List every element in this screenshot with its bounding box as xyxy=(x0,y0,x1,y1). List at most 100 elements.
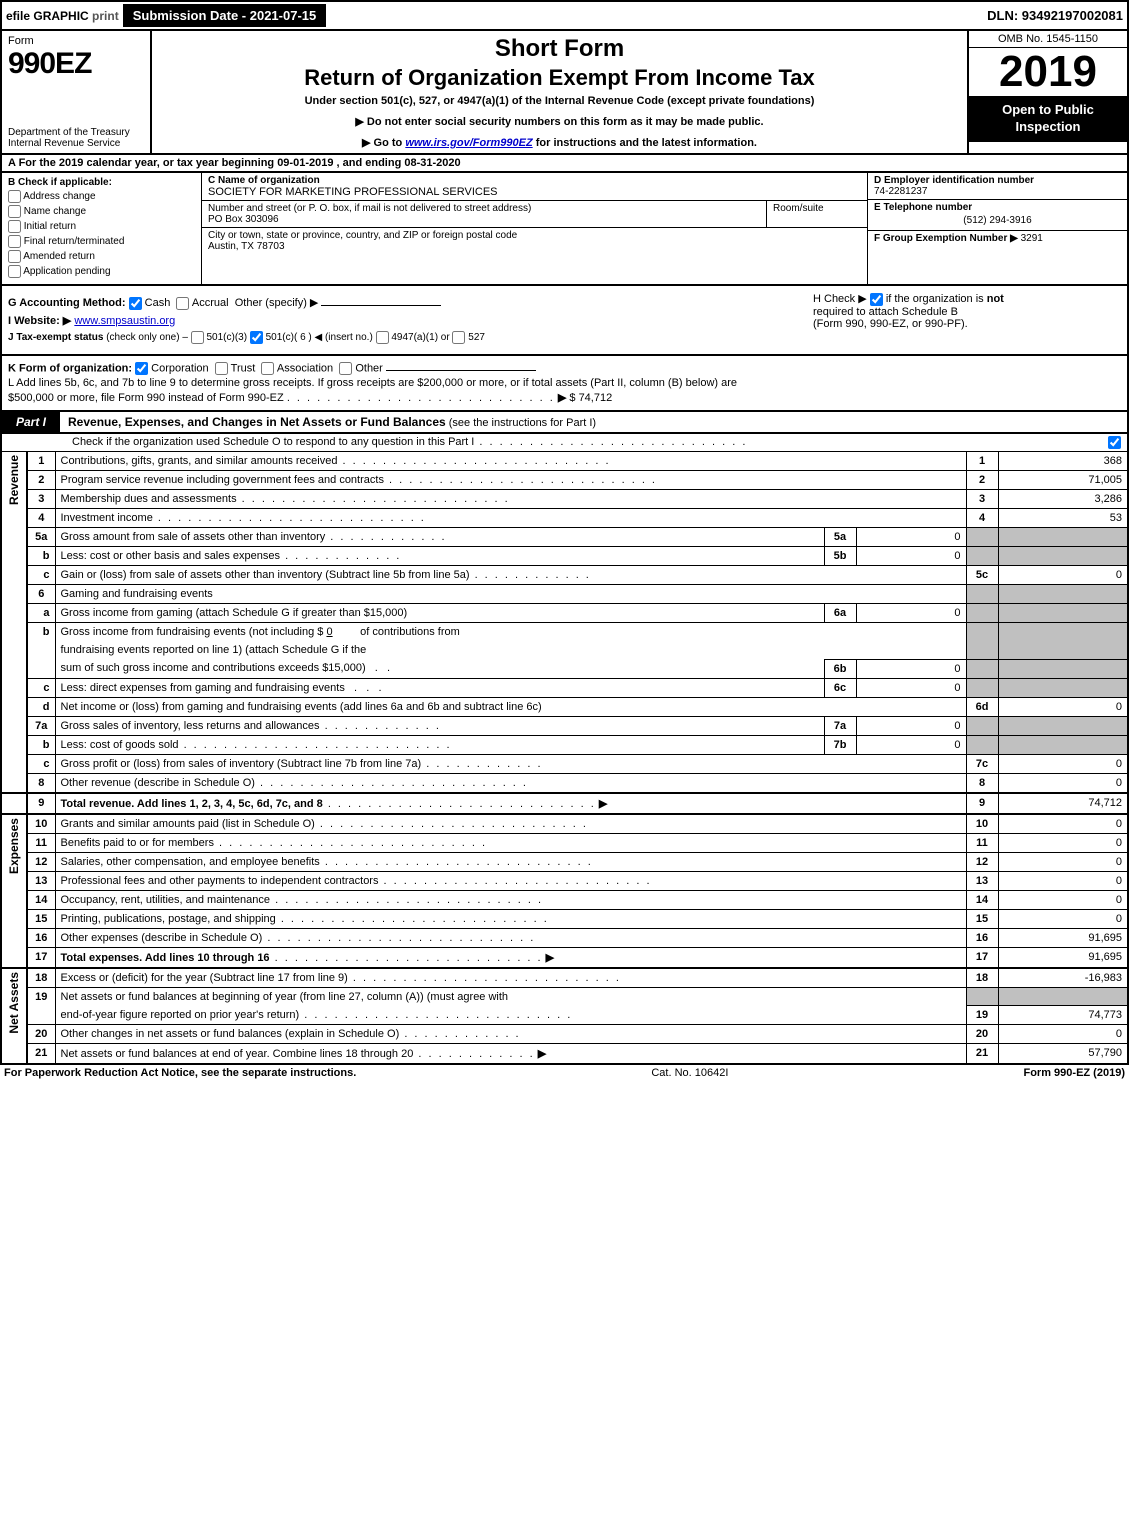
val-9: 74,712 xyxy=(998,793,1128,814)
row-1: Revenue 1 Contributions, gifts, grants, … xyxy=(1,451,1128,470)
g-line: G Accounting Method: Cash Accrual Other … xyxy=(8,296,801,310)
under-section: Under section 501(c), 527, or 4947(a)(1)… xyxy=(162,95,957,107)
row-2: 2 Program service revenue including gove… xyxy=(1,470,1128,489)
val-2: 71,005 xyxy=(998,470,1128,489)
street-label: Number and street (or P. O. box, if mail… xyxy=(208,203,760,214)
val-17: 91,695 xyxy=(998,947,1128,968)
row-16: 16 Other expenses (describe in Schedule … xyxy=(1,928,1128,947)
org-name: SOCIETY FOR MARKETING PROFESSIONAL SERVI… xyxy=(208,186,861,198)
cb-trust[interactable] xyxy=(215,362,228,375)
row-21: 21 Net assets or fund balances at end of… xyxy=(1,1044,1128,1065)
gross-receipts-value: $ 74,712 xyxy=(569,392,612,404)
cb-association[interactable] xyxy=(261,362,274,375)
c-street-block: Number and street (or P. O. box, if mail… xyxy=(202,201,767,227)
cb-h-check[interactable] xyxy=(870,293,883,306)
cb-4947a1[interactable] xyxy=(376,331,389,344)
row-13: 13 Professional fees and other payments … xyxy=(1,871,1128,890)
top-bar: efile GRAPHIC print Submission Date - 20… xyxy=(0,0,1129,31)
val-6c: 0 xyxy=(856,678,966,697)
d-ein-block: D Employer identification number 74-2281… xyxy=(868,173,1127,200)
city-label: City or town, state or province, country… xyxy=(208,230,861,241)
row-9: 9 Total revenue. Add lines 1, 2, 3, 4, 5… xyxy=(1,793,1128,814)
cb-schedule-o[interactable] xyxy=(1108,436,1121,449)
c-address-row: Number and street (or P. O. box, if mail… xyxy=(202,201,867,228)
l-line2: $500,000 or more, file Form 990 instead … xyxy=(8,391,1121,404)
f-group-block: F Group Exemption Number ▶ 3291 xyxy=(868,231,1127,246)
footer-center: Cat. No. 10642I xyxy=(651,1067,728,1079)
val-13: 0 xyxy=(998,871,1128,890)
form-header: Form 990EZ Department of the Treasury In… xyxy=(0,31,1129,155)
row-18: Net Assets 18 Excess or (deficit) for th… xyxy=(1,968,1128,988)
cb-527[interactable] xyxy=(452,331,465,344)
dots-icon xyxy=(287,392,555,404)
j-line: J Tax-exempt status (check only one) – 5… xyxy=(8,331,801,344)
arrow-icon: ▶ xyxy=(558,392,566,404)
cb-other-org[interactable] xyxy=(339,362,352,375)
row-6b-2: fundraising events reported on line 1) (… xyxy=(1,641,1128,660)
row-19-1: 19 Net assets or fund balances at beginn… xyxy=(1,987,1128,1006)
top-bar-left: efile GRAPHIC print Submission Date - 20… xyxy=(6,4,326,27)
row-3: 3 Membership dues and assessments 3 3,28… xyxy=(1,489,1128,508)
dln-label: DLN: 93492197002081 xyxy=(987,8,1123,23)
form-label: Form xyxy=(8,35,144,47)
row-5c: c Gain or (loss) from sale of assets oth… xyxy=(1,565,1128,584)
column-def: D Employer identification number 74-2281… xyxy=(867,173,1127,284)
cb-501c-other[interactable] xyxy=(250,331,263,344)
efile-link[interactable]: efile GRAPHIC print xyxy=(6,9,119,23)
row-12: 12 Salaries, other compensation, and emp… xyxy=(1,852,1128,871)
b-header: B Check if applicable: xyxy=(8,177,195,188)
cb-amended-return[interactable]: Amended return xyxy=(8,250,195,263)
c-name-block: C Name of organization SOCIETY FOR MARKE… xyxy=(202,173,867,201)
val-21: 57,790 xyxy=(998,1044,1128,1065)
row-19-2: end-of-year figure reported on prior yea… xyxy=(1,1006,1128,1025)
omb-number: OMB No. 1545-1150 xyxy=(969,31,1127,48)
part1-header: Part I Revenue, Expenses, and Changes in… xyxy=(0,412,1129,434)
part1-tab: Part I xyxy=(2,412,60,432)
arrow-icon: ▶ xyxy=(599,798,607,810)
cb-final-return[interactable]: Final return/terminated xyxy=(8,235,195,248)
val-16: 91,695 xyxy=(998,928,1128,947)
expenses-side-label: Expenses xyxy=(1,814,27,968)
row-17: 17 Total expenses. Add lines 10 through … xyxy=(1,947,1128,968)
irs-link[interactable]: www.irs.gov/Form990EZ xyxy=(405,137,532,149)
other-specify-input[interactable] xyxy=(321,305,441,306)
footer-right: Form 990-EZ (2019) xyxy=(1023,1067,1125,1079)
cb-accrual[interactable] xyxy=(176,297,189,310)
val-15: 0 xyxy=(998,909,1128,928)
other-org-input[interactable] xyxy=(386,370,536,371)
cb-name-change[interactable]: Name change xyxy=(8,205,195,218)
e-value: (512) 294-3916 xyxy=(874,213,1121,228)
f-label: F Group Exemption Number xyxy=(874,233,1007,244)
row-6c: c Less: direct expenses from gaming and … xyxy=(1,678,1128,697)
val-4: 53 xyxy=(998,508,1128,527)
netassets-side-label: Net Assets xyxy=(1,968,27,1065)
val-6d: 0 xyxy=(998,697,1128,716)
street-value: PO Box 303096 xyxy=(208,214,760,225)
row-6d: d Net income or (loss) from gaming and f… xyxy=(1,697,1128,716)
val-20: 0 xyxy=(998,1025,1128,1044)
g-column: G Accounting Method: Cash Accrual Other … xyxy=(2,286,807,354)
val-6b: 0 xyxy=(856,659,966,678)
val-8: 0 xyxy=(998,773,1128,793)
column-b: B Check if applicable: Address change Na… xyxy=(2,173,202,284)
submission-date-button[interactable]: Submission Date - 2021-07-15 xyxy=(123,4,327,27)
department-label: Department of the Treasury Internal Reve… xyxy=(8,127,144,149)
website-link[interactable]: www.smpsaustin.org xyxy=(74,315,175,327)
val-6b-contrib: 0 xyxy=(326,626,332,638)
cb-501c3[interactable] xyxy=(191,331,204,344)
efile-prefix: efile xyxy=(6,9,30,23)
cb-cash[interactable] xyxy=(129,297,142,310)
val-18: -16,983 xyxy=(998,968,1128,988)
header-left: Form 990EZ Department of the Treasury In… xyxy=(2,31,152,153)
open-inspection: Open to Public Inspection xyxy=(969,96,1127,142)
cb-address-change[interactable]: Address change xyxy=(8,190,195,203)
row-8: 8 Other revenue (describe in Schedule O)… xyxy=(1,773,1128,793)
cb-application-pending[interactable]: Application pending xyxy=(8,265,195,278)
cb-initial-return[interactable]: Initial return xyxy=(8,220,195,233)
cb-corporation[interactable] xyxy=(135,362,148,375)
c-city-block: City or town, state or province, country… xyxy=(202,228,867,284)
part1-title: Revenue, Expenses, and Changes in Net As… xyxy=(60,415,446,429)
efile-graphic: GRAPHIC xyxy=(33,9,88,23)
footer-left: For Paperwork Reduction Act Notice, see … xyxy=(4,1067,356,1079)
arrow-icon: ▶ xyxy=(538,1048,546,1060)
